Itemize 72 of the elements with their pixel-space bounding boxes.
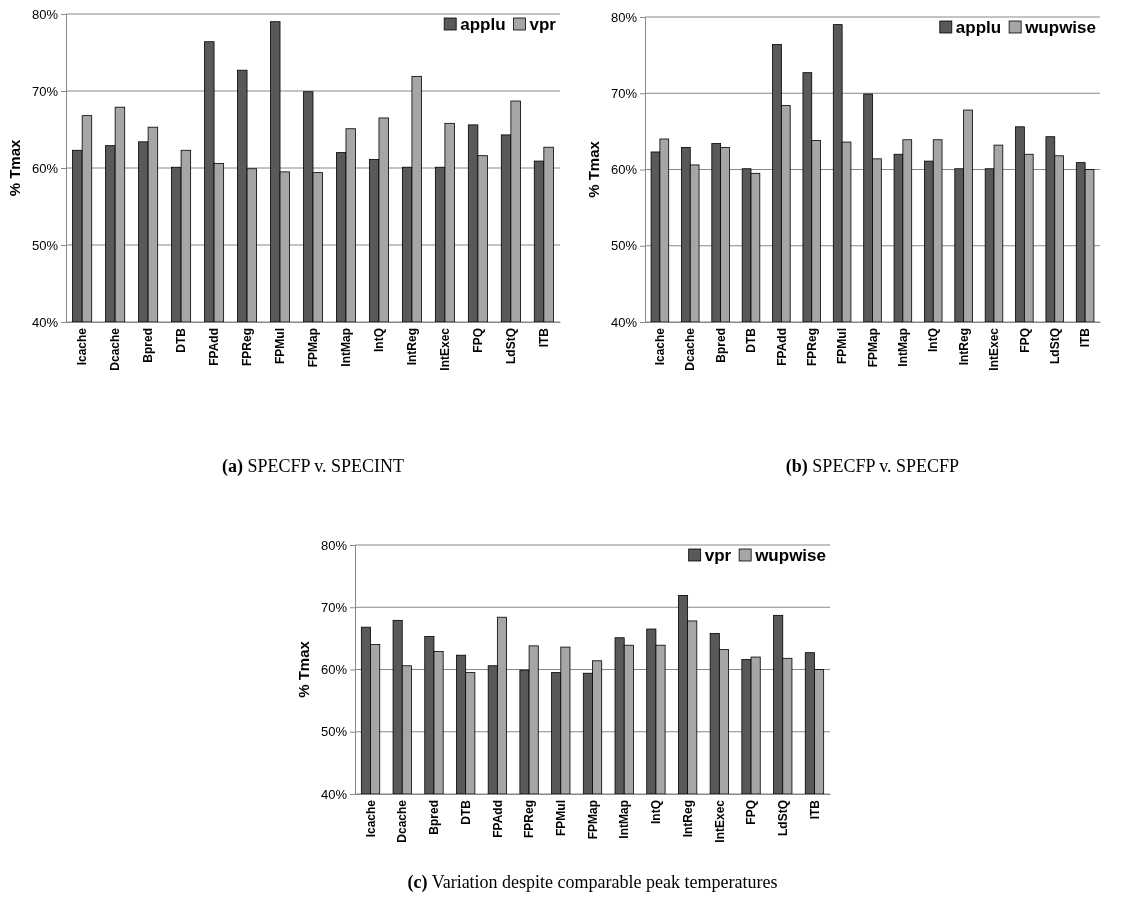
y-axis-title: % Tmax — [585, 140, 602, 198]
x-tick-label: FPQ — [471, 328, 486, 353]
x-tick-label: LdStQ — [775, 800, 790, 836]
x-tick-label: Dcache — [108, 327, 123, 371]
x-tick-label: Icache — [75, 327, 90, 366]
x-tick-label: IntMap — [617, 800, 632, 839]
x-tick-label: FPReg — [522, 800, 537, 839]
y-axis-title: % Tmax — [295, 640, 312, 698]
y-tick-label: 40% — [320, 786, 348, 802]
x-tick-label: Bpred — [141, 328, 156, 363]
x-tick-label: FPQ — [744, 800, 759, 825]
x-tick-label: Bpred — [713, 328, 728, 363]
y-tick-label: 70% — [31, 83, 59, 99]
y-tick-label: 50% — [610, 238, 638, 254]
y-tick-label: 80% — [320, 537, 348, 553]
y-tick-label: 50% — [31, 237, 59, 253]
x-tick-label: FPAdd — [207, 328, 222, 366]
x-tick-label: IntMap — [896, 328, 911, 367]
x-tick-label: IntQ — [649, 800, 664, 824]
x-tick-label: DTB — [174, 327, 189, 353]
x-tick-label: FPMap — [585, 800, 600, 840]
legend-label: vpr — [704, 546, 732, 565]
x-tick-label: FPReg — [804, 328, 819, 367]
y-tick-label: 70% — [610, 85, 638, 101]
x-tick-label: FPMul — [835, 328, 850, 364]
legend-label: applu — [460, 15, 506, 34]
x-tick-label: FPQ — [1017, 328, 1032, 353]
x-tick-label: ITB — [807, 799, 822, 820]
legend-label: vpr — [529, 15, 557, 34]
x-tick-label: IntReg — [680, 800, 695, 838]
x-tick-label: FPMul — [273, 328, 288, 364]
x-tick-label: FPMap — [865, 328, 880, 368]
y-tick-label: 50% — [320, 724, 348, 740]
legend-label: wupwise — [754, 546, 826, 565]
x-tick-label: Icache — [363, 799, 378, 838]
x-tick-label: DTB — [744, 327, 759, 353]
x-tick-label: FPReg — [240, 328, 255, 367]
x-tick-label: ITB — [537, 327, 552, 348]
x-tick-label: IntQ — [926, 328, 941, 352]
text: (a) SPECFP v. SPECINT — [221, 456, 405, 477]
x-tick-label: Dcache — [395, 799, 410, 843]
x-tick-label: Bpred — [427, 800, 442, 835]
x-tick-label: Icache — [653, 327, 668, 366]
y-axis-title: % Tmax — [6, 139, 23, 197]
legend-label: wupwise — [1024, 18, 1096, 37]
x-tick-label: ITB — [1078, 327, 1093, 348]
x-tick-label: IntReg — [956, 328, 971, 366]
legend-label: applu — [955, 18, 1002, 37]
y-tick-label: 60% — [31, 160, 59, 176]
x-tick-label: IntMap — [339, 328, 354, 367]
x-tick-label: IntExec — [987, 327, 1002, 371]
x-tick-label: FPMul — [553, 800, 568, 836]
y-tick-label: 60% — [610, 162, 638, 178]
y-tick-label: 60% — [320, 662, 348, 678]
y-tick-label: 40% — [31, 314, 59, 330]
x-tick-label: LdStQ — [504, 328, 519, 364]
y-tick-label: 40% — [610, 314, 638, 330]
x-tick-label: LdStQ — [1047, 328, 1062, 364]
y-tick-label: 80% — [31, 6, 59, 22]
x-tick-label: DTB — [458, 799, 473, 825]
x-tick-label: FPAdd — [490, 800, 505, 838]
x-tick-label: IntQ — [372, 328, 387, 352]
x-tick-label: Dcache — [683, 327, 698, 371]
x-tick-label: FPMap — [306, 328, 321, 368]
x-tick-label: IntExec — [438, 327, 453, 371]
y-tick-label: 80% — [610, 9, 638, 25]
x-tick-label: IntExec — [712, 799, 727, 843]
x-tick-label: IntReg — [405, 328, 420, 366]
text: (b) SPECFP v. SPECFP — [785, 456, 960, 477]
x-tick-label: FPAdd — [774, 328, 789, 366]
text: (c) Variation despite comparable peak temperatures — [407, 872, 778, 893]
y-tick-label: 70% — [320, 599, 348, 615]
